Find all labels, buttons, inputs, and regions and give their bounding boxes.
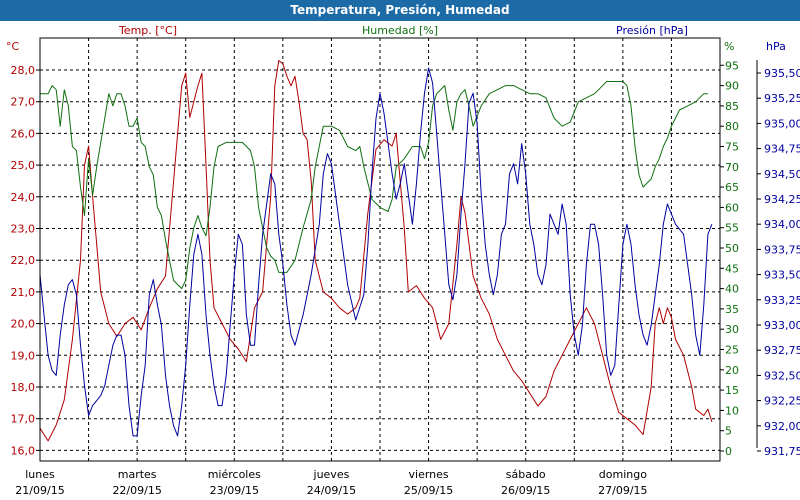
y-tick-label-humidity: 60 xyxy=(725,201,739,214)
x-tick-day: miércoles xyxy=(208,468,261,481)
y-tick-label-temp: 21,0 xyxy=(11,286,36,299)
y-tick-label-humidity: 20 xyxy=(725,364,739,377)
legend-label: Presión [hPa] xyxy=(616,24,688,37)
y-tick-label-pressure: 933,25 xyxy=(764,294,800,307)
y-tick-label-pressure: 935,25 xyxy=(764,92,800,105)
y-tick-label-temp: 25,0 xyxy=(11,159,36,172)
legend-label: Humedad [%] xyxy=(362,24,438,37)
y-tick-label-humidity: 45 xyxy=(725,262,739,275)
grid xyxy=(40,38,720,461)
x-tick-day: lunes xyxy=(25,468,55,481)
y-axis-unit-pressure: hPa xyxy=(766,40,786,53)
series-line xyxy=(40,81,708,290)
y-tick-label-humidity: 15 xyxy=(725,384,739,397)
y-tick-label-humidity: 0 xyxy=(725,445,732,458)
y-tick-label-temp: 28,0 xyxy=(11,64,36,77)
series-lines xyxy=(39,60,713,442)
y-tick-label-temp: 24,0 xyxy=(11,191,36,204)
y-tick-label-temp: 22,0 xyxy=(11,254,36,267)
plot-border xyxy=(39,37,721,462)
y-tick-label-humidity: 65 xyxy=(725,181,739,194)
y-tick-label-humidity: 90 xyxy=(725,80,739,93)
y-tick-label-pressure: 933,00 xyxy=(764,319,800,332)
y-tick-label-humidity: 95 xyxy=(725,59,739,72)
y-tick-label-pressure: 934,25 xyxy=(764,193,800,206)
y-tick-label-temp: 23,0 xyxy=(11,223,36,236)
y-tick-label-humidity: 25 xyxy=(725,344,739,357)
y-tick-label-pressure: 932,00 xyxy=(764,420,800,433)
y-axis-unit-temp: °C xyxy=(6,40,20,53)
x-tick-date: 23/09/15 xyxy=(210,484,259,497)
y-tick-label-pressure: 932,25 xyxy=(764,395,800,408)
x-tick-day: martes xyxy=(118,468,157,481)
x-tick-date: 21/09/15 xyxy=(15,484,64,497)
y-tick-label-pressure: 932,75 xyxy=(764,344,800,357)
x-tick-date: 22/09/15 xyxy=(112,484,161,497)
y-axis-unit-humidity: % xyxy=(724,40,734,53)
y-tick-label-pressure: 933,50 xyxy=(764,269,800,282)
x-tick-day: sábado xyxy=(506,468,546,481)
x-tick-date: 26/09/15 xyxy=(501,484,550,497)
y-tick-label-humidity: 50 xyxy=(725,242,739,255)
y-tick-label-temp: 17,0 xyxy=(11,413,36,426)
y-tick-label-humidity: 85 xyxy=(725,100,739,113)
y-tick-label-humidity: 70 xyxy=(725,161,739,174)
y-tick-label-pressure: 934,75 xyxy=(764,143,800,156)
x-tick-day: domingo xyxy=(599,468,647,481)
x-tick-day: viernes xyxy=(409,468,449,481)
y-tick-label-humidity: 35 xyxy=(725,303,739,316)
y-tick-label-pressure: 935,00 xyxy=(764,117,800,130)
x-tick-date: 27/09/15 xyxy=(598,484,647,497)
y-tick-label-temp: 26,0 xyxy=(11,127,36,140)
weather-chart: 16,0 17,0 18,0 19,0 20,0 21,0 22,0 23,0 24,0 25,0… xyxy=(6,24,800,497)
legend-label: Temp. [°C] xyxy=(118,24,177,37)
x-tick-day: jueves xyxy=(313,468,350,481)
y-tick-label-temp: 20,0 xyxy=(11,318,36,331)
y-tick-label-temp: 27,0 xyxy=(11,96,36,109)
y-tick-label-humidity: 30 xyxy=(725,323,739,336)
y-tick-label-pressure: 935,50 xyxy=(764,67,800,80)
y-tick-label-humidity: 5 xyxy=(725,425,732,438)
y-tick-label-pressure: 934,50 xyxy=(764,168,800,181)
series-line xyxy=(39,60,713,442)
y-tick-label-pressure: 931,75 xyxy=(764,445,800,458)
y-tick-label-temp: 19,0 xyxy=(11,349,36,362)
y-tick-label-temp: 16,0 xyxy=(11,444,36,457)
x-tick-date: 24/09/15 xyxy=(307,484,356,497)
y-tick-label-humidity: 80 xyxy=(725,120,739,133)
x-tick-date: 25/09/15 xyxy=(404,484,453,497)
chart-title: Temperatura, Presión, Humedad xyxy=(0,0,800,21)
axis-labels: 16,0 17,0 18,0 19,0 20,0 21,0 22,0 23,0 24,0 25,0… xyxy=(6,24,800,497)
y-tick-label-humidity: 10 xyxy=(725,404,739,417)
y-tick-label-pressure: 932,50 xyxy=(764,369,800,382)
y-tick-label-temp: 18,0 xyxy=(11,381,36,394)
plot-frame xyxy=(36,37,761,462)
y-tick-label-humidity: 40 xyxy=(725,283,739,296)
y-tick-label-humidity: 55 xyxy=(725,222,739,235)
y-tick-label-humidity: 75 xyxy=(725,141,739,154)
y-tick-label-pressure: 934,00 xyxy=(764,218,800,231)
y-tick-label-pressure: 933,75 xyxy=(764,243,800,256)
series-line xyxy=(39,67,713,437)
